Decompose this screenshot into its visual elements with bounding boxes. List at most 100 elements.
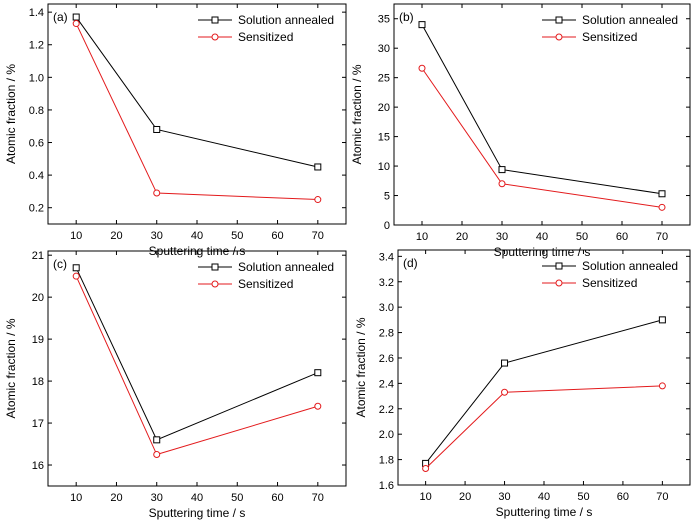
- y-tick-label: 1.4: [29, 7, 44, 19]
- y-tick-label: 1.6: [379, 480, 394, 492]
- legend-marker: [211, 280, 219, 288]
- data-point: [658, 382, 666, 390]
- x-tick-label: 50: [231, 230, 243, 242]
- legend-marker: [211, 263, 219, 271]
- legend-marker: [211, 33, 219, 41]
- y-tick-label: 16: [32, 460, 44, 472]
- data-point: [72, 272, 80, 280]
- y-tick-label: 2.8: [379, 328, 394, 340]
- y-tick-label: 0.8: [29, 105, 44, 117]
- x-tick-label: 10: [70, 230, 82, 242]
- x-tick-label: 60: [617, 491, 629, 503]
- x-axis-title: Sputtering time / s: [496, 505, 593, 519]
- series-solution-annealed: [418, 21, 666, 198]
- legend: Solution annealed Sensitized: [198, 260, 334, 291]
- x-tick-label: 20: [110, 230, 122, 242]
- y-tick-label: 2.4: [379, 378, 394, 390]
- series-line: [75, 267, 319, 441]
- y-tick-label: 0.4: [29, 170, 44, 182]
- y-tick-label: 15: [378, 132, 390, 144]
- panel-label: (a): [53, 10, 68, 24]
- data-point: [658, 203, 666, 211]
- x-tick-label: 30: [496, 231, 508, 243]
- y-axis: 1.6 1.8 2.0 2.2 2.4 2.6 2.8 3.0 3.2 3.4: [379, 251, 690, 492]
- y-tick-label: 5: [384, 191, 390, 203]
- series-sensitized: [422, 382, 666, 472]
- data-point: [501, 388, 509, 396]
- y-tick-label: 2.0: [379, 429, 394, 441]
- legend-marker: [555, 279, 563, 287]
- x-tick-label: 50: [577, 491, 589, 503]
- y-tick-label: 20: [32, 292, 44, 304]
- y-tick-label: 3.4: [379, 251, 394, 263]
- data-point: [153, 436, 161, 444]
- x-tick-label: 50: [231, 492, 243, 504]
- data-point: [153, 189, 161, 197]
- x-axis: 10 20 30 40 50 60 70: [70, 4, 324, 242]
- y-tick-label: 18: [32, 376, 44, 388]
- legend-label: Solution annealed: [238, 13, 334, 27]
- y-tick-label: 1.0: [29, 72, 44, 84]
- panel-d: 10 20 30 40 50 60 70 1.6 1.8 2.0 2.2 2.4 2.6 2.8 3.0 3.…: [354, 249, 691, 519]
- panel-label: (c): [53, 257, 67, 271]
- legend-label: Sensitized: [238, 30, 293, 44]
- y-tick-label: 1.2: [29, 40, 44, 52]
- data-point: [501, 359, 509, 367]
- series-solution-annealed: [72, 264, 322, 444]
- x-tick-label: 40: [191, 230, 203, 242]
- x-tick-label: 20: [110, 492, 122, 504]
- y-tick-label: 19: [32, 334, 44, 346]
- x-tick-label: 40: [191, 492, 203, 504]
- panel-label: (d): [403, 256, 418, 270]
- data-point: [72, 13, 80, 21]
- x-tick-label: 10: [419, 491, 431, 503]
- series-sensitized: [418, 64, 666, 211]
- x-tick-label: 60: [616, 231, 628, 243]
- x-tick-label: 10: [416, 231, 428, 243]
- y-tick-label: 2.2: [379, 404, 394, 416]
- x-axis: 10 20 30 40 50 60 70: [70, 251, 324, 504]
- y-tick-label: 2.6: [379, 353, 394, 365]
- series-solution-annealed: [422, 316, 666, 467]
- x-tick-label: 30: [151, 492, 163, 504]
- series-line: [425, 385, 663, 469]
- data-point: [314, 196, 322, 204]
- series-line: [75, 23, 318, 201]
- series-solution-annealed: [72, 13, 322, 171]
- y-tick-label: 1.8: [379, 455, 394, 467]
- data-point: [314, 402, 322, 410]
- y-tick-label: 0.6: [29, 138, 44, 150]
- x-tick-label: 30: [151, 230, 163, 242]
- data-point: [72, 20, 80, 28]
- series-line: [75, 275, 318, 456]
- series-sensitized: [72, 272, 322, 459]
- plot-frame: [47, 250, 347, 487]
- y-axis: 16 17 18 19 20 21: [32, 250, 346, 472]
- series-line: [421, 24, 663, 195]
- y-tick-label: 0: [384, 220, 390, 232]
- x-axis-title: Sputtering time / s: [494, 245, 591, 259]
- x-tick-label: 70: [312, 492, 324, 504]
- series-sensitized: [72, 20, 322, 204]
- y-axis-title: Atomic fraction / %: [354, 317, 368, 417]
- x-tick-label: 60: [271, 230, 283, 242]
- x-axis: 10 20 30 40 50 60 70: [419, 250, 669, 503]
- y-axis: 0.2 0.4 0.6 0.8 1.0 1.2 1.4: [29, 7, 346, 215]
- y-tick-label: 10: [378, 161, 390, 173]
- data-point: [422, 464, 430, 472]
- data-point: [314, 369, 322, 377]
- y-tick-label: 21: [32, 250, 44, 262]
- data-point: [498, 180, 506, 188]
- y-axis-title: Atomic fraction / %: [4, 64, 18, 164]
- y-tick-label: 35: [378, 14, 390, 26]
- data-point: [153, 125, 161, 133]
- y-tick-label: 25: [378, 73, 390, 85]
- y-axis: 0 5 10 15 20 25 30 35: [378, 14, 690, 232]
- panel-label: (b): [399, 10, 414, 24]
- x-tick-label: 70: [656, 231, 668, 243]
- data-point: [498, 166, 506, 174]
- x-tick-label: 70: [656, 491, 668, 503]
- legend-marker: [555, 16, 563, 24]
- data-point: [658, 190, 666, 198]
